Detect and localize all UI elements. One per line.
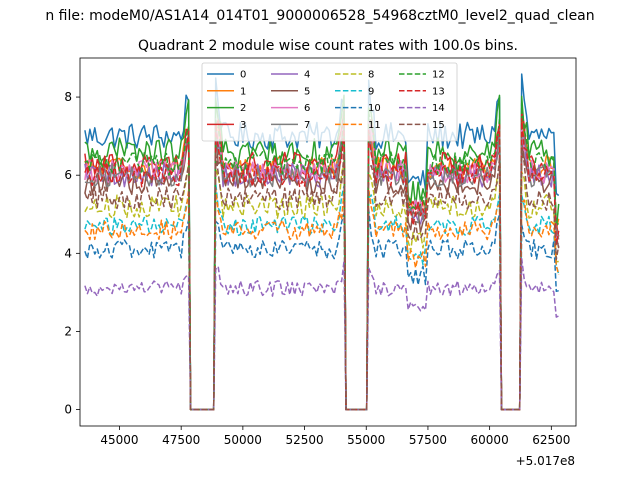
- axes-frame: [79, 57, 577, 427]
- series-line-15: [84, 148, 560, 411]
- legend-label-8: 8: [368, 70, 374, 81]
- legend-label-13: 13: [432, 86, 445, 97]
- plot-lines: [84, 73, 560, 411]
- legend-label-10: 10: [368, 103, 381, 114]
- x-tick-label: 47500: [162, 433, 200, 447]
- series-line-11: [84, 187, 560, 411]
- x-tick-label: 62500: [532, 433, 570, 447]
- legend-label-11: 11: [368, 120, 381, 131]
- series-line-10: [84, 208, 559, 411]
- legend-label-2: 2: [240, 103, 246, 114]
- y-tick-label: 6: [64, 168, 72, 182]
- legend-label-4: 4: [304, 70, 310, 81]
- axes: 45000 47500 50000 52500 55000 57500 60000 62500…: [64, 57, 577, 447]
- legend-box: [201, 62, 458, 142]
- y-tick-label: 8: [64, 90, 72, 104]
- legend-label-5: 5: [304, 86, 310, 97]
- legend-label-15: 15: [432, 120, 445, 131]
- series-line-5: [84, 126, 560, 411]
- x-tick-label: 55000: [347, 433, 385, 447]
- legend-label-9: 9: [368, 86, 374, 97]
- series-line-13: [84, 117, 560, 411]
- y-tick-label: 0: [64, 403, 72, 417]
- legend-label-6: 6: [304, 103, 310, 114]
- legend-label-12: 12: [432, 70, 445, 81]
- x-tick-label: 45000: [100, 433, 138, 447]
- legend-label-7: 7: [304, 120, 310, 131]
- chart-title: Quadrant 2 module wise count rates with …: [138, 38, 518, 54]
- x-tick-label: 60000: [471, 433, 509, 447]
- y-tick-label: 4: [64, 246, 72, 260]
- x-offset-label: +5.017e8: [516, 454, 575, 468]
- legend-label-1: 1: [240, 86, 246, 97]
- series-line-14: [84, 257, 560, 411]
- legend-label-14: 14: [432, 103, 445, 114]
- series-line-12: [84, 102, 560, 411]
- figure-suptitle: n file: modeM0/AS1A14_014T01_9000006528_…: [45, 8, 594, 24]
- x-tick-label: 57500: [409, 433, 447, 447]
- series-line-8: [84, 160, 559, 411]
- series-line-9: [84, 182, 560, 411]
- y-tick-label: 2: [64, 324, 72, 338]
- series-line-2: [84, 94, 560, 411]
- legend-label-0: 0: [240, 70, 246, 81]
- x-tick-label: 52500: [285, 433, 323, 447]
- legend-label-3: 3: [240, 120, 246, 131]
- x-tick-label: 50000: [224, 433, 262, 447]
